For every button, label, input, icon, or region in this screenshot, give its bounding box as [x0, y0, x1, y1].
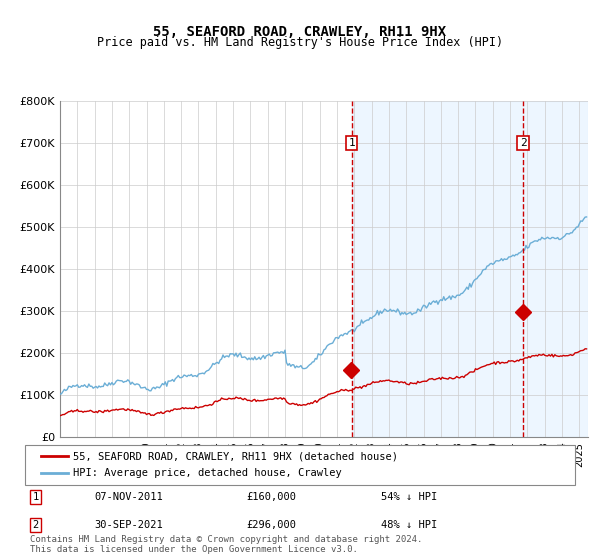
Text: £160,000: £160,000	[246, 492, 296, 502]
Text: 2: 2	[520, 138, 526, 148]
Text: 30-SEP-2021: 30-SEP-2021	[95, 520, 164, 530]
Text: £296,000: £296,000	[246, 520, 296, 530]
Text: 2: 2	[32, 520, 38, 530]
Text: 54% ↓ HPI: 54% ↓ HPI	[381, 492, 437, 502]
Text: Contains HM Land Registry data © Crown copyright and database right 2024.
This d: Contains HM Land Registry data © Crown c…	[30, 535, 422, 554]
FancyBboxPatch shape	[25, 445, 575, 485]
Text: 48% ↓ HPI: 48% ↓ HPI	[381, 520, 437, 530]
Text: 07-NOV-2011: 07-NOV-2011	[95, 492, 164, 502]
Bar	[352, 101, 588, 437]
Text: 1: 1	[32, 492, 38, 502]
Text: 55, SEAFORD ROAD, CRAWLEY, RH11 9HX (detached house): 55, SEAFORD ROAD, CRAWLEY, RH11 9HX (det…	[73, 451, 398, 461]
Text: Price paid vs. HM Land Registry's House Price Index (HPI): Price paid vs. HM Land Registry's House …	[97, 36, 503, 49]
Text: 1: 1	[349, 138, 355, 148]
Text: HPI: Average price, detached house, Crawley: HPI: Average price, detached house, Craw…	[73, 468, 342, 478]
Text: 55, SEAFORD ROAD, CRAWLEY, RH11 9HX: 55, SEAFORD ROAD, CRAWLEY, RH11 9HX	[154, 25, 446, 39]
